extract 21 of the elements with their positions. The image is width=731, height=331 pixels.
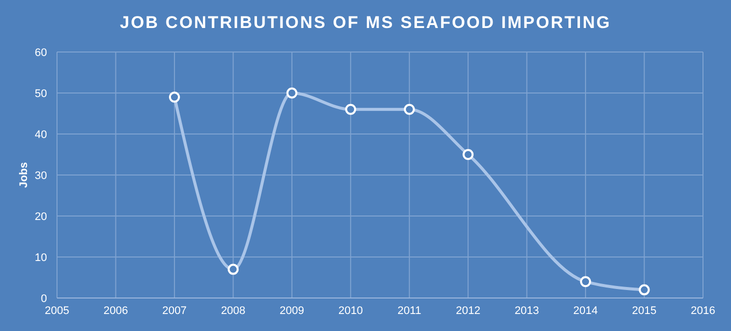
y-tick-label: 0 bbox=[40, 293, 47, 305]
x-tick-label: 2015 bbox=[632, 305, 657, 317]
x-tick-label: 2014 bbox=[573, 305, 598, 317]
y-axis-title: Jobs bbox=[18, 162, 30, 188]
y-tick-label: 20 bbox=[34, 211, 47, 223]
x-tick-label: 2006 bbox=[103, 305, 128, 317]
x-tick-label: 2011 bbox=[398, 305, 422, 317]
y-tick-label: 40 bbox=[34, 129, 47, 141]
x-tick-label: 2005 bbox=[44, 305, 70, 317]
x-tick-label: 2012 bbox=[456, 305, 480, 317]
chart-title: JOB CONTRIBUTIONS OF MS SEAFOOD IMPORTING bbox=[120, 13, 612, 32]
x-tick-label: 2010 bbox=[338, 305, 363, 317]
x-tick-label: 2008 bbox=[220, 305, 246, 317]
x-tick-label: 2007 bbox=[162, 305, 187, 317]
x-tick-label: 2009 bbox=[280, 305, 304, 317]
x-tick-label: 2016 bbox=[690, 305, 716, 317]
y-tick-label: 50 bbox=[34, 88, 47, 100]
y-tick-label: 10 bbox=[34, 252, 47, 264]
y-tick-label: 60 bbox=[34, 47, 47, 59]
y-tick-label: 30 bbox=[34, 170, 47, 182]
x-tick-label: 2013 bbox=[514, 305, 540, 317]
